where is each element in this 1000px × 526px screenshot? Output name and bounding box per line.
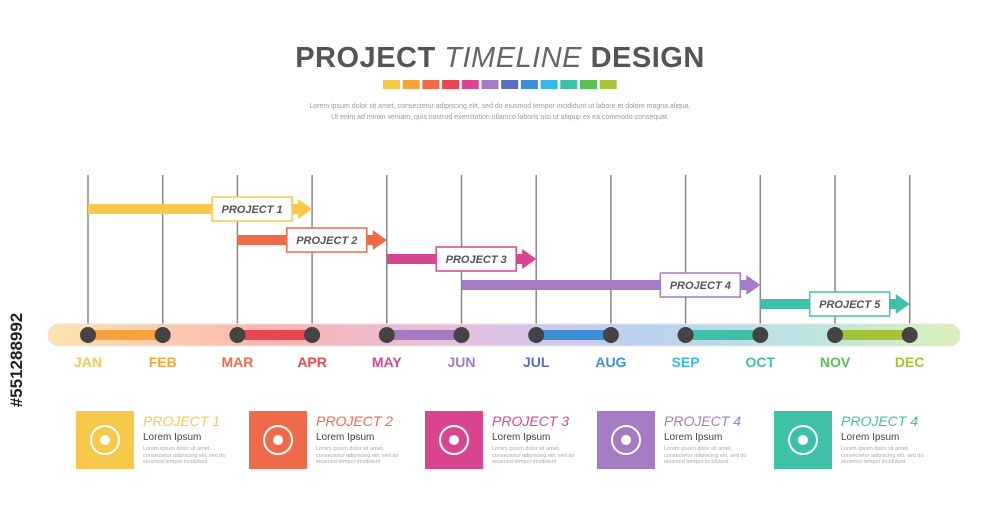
card-icon (449, 435, 459, 445)
month-label: FEB (149, 354, 177, 370)
swatch (540, 80, 558, 89)
card-icon (621, 435, 631, 445)
title: PROJECT TIMELINE DESIGN (0, 42, 1000, 75)
project-label: PROJECT 5 (819, 299, 881, 311)
card-icon (611, 425, 641, 455)
month-dot (378, 327, 395, 343)
card-title: PROJECT 4 (664, 413, 742, 429)
card-text: Lorem ipsum dolor sit amet, consectetur … (316, 446, 399, 465)
card-icon (100, 435, 110, 445)
card-title: PROJECT 3 (492, 413, 570, 429)
timeline-bar (47, 323, 961, 347)
timeline-segment (88, 330, 163, 340)
project-label: PROJECT 3 (446, 254, 507, 266)
month-dot (80, 327, 96, 343)
month-label: OCT (746, 354, 776, 370)
month-dot (752, 327, 769, 343)
card-text: Lorem ipsum dolor sit amet, consectetur … (492, 446, 575, 465)
month-dot (827, 327, 843, 343)
timeline-segment (237, 330, 313, 340)
swatch (442, 80, 460, 89)
card-title: PROJECT 2 (316, 413, 394, 429)
arrow-head (746, 275, 761, 295)
swatch (461, 80, 479, 89)
swatch (383, 80, 400, 89)
month-dot (528, 327, 545, 343)
card-title: PROJECT 4 (841, 413, 919, 429)
month-dot (304, 327, 321, 343)
project-label-box (808, 291, 891, 317)
month-dot (229, 327, 246, 343)
month-label: JUL (523, 354, 550, 370)
card-text: Lorem ipsum dolor sit amet, consectetur … (143, 446, 226, 465)
month-dot (677, 327, 694, 343)
card-icon (263, 425, 293, 455)
timeline-segment (685, 330, 761, 340)
arrow-head (298, 199, 313, 219)
month-label: NOV (820, 354, 851, 370)
swatch (520, 80, 538, 89)
card-subtitle: Lorem Ipsum (841, 432, 900, 443)
card-text: Lorem ipsum dolor sit amet, consectetur … (841, 446, 924, 465)
card-subtitle: Lorem Ipsum (316, 432, 375, 443)
timeline-segment (835, 330, 910, 340)
card-icon (273, 435, 283, 445)
title-part: PROJECT (295, 42, 436, 74)
month-dot (901, 327, 918, 343)
swatch (580, 80, 597, 89)
month-label: MAY (372, 354, 402, 370)
card-subtitle: Lorem Ipsum (664, 432, 723, 443)
month-label: JUN (447, 354, 475, 370)
swatch (501, 80, 519, 89)
card-icon (439, 425, 469, 455)
arrow-head (372, 230, 387, 250)
swatch (481, 80, 499, 89)
swatch (422, 80, 440, 89)
month-label: MAR (221, 354, 253, 370)
project-label: PROJECT 4 (670, 280, 731, 292)
swatch (560, 80, 578, 89)
swatch (599, 80, 617, 89)
month-label: DEC (895, 354, 925, 370)
card-subtitle: Lorem Ipsum (492, 432, 551, 443)
card-icon (90, 425, 120, 455)
month-dot (453, 327, 470, 343)
month-dot (154, 327, 171, 343)
title-part: TIMELINE (444, 42, 583, 74)
title-part: DESIGN (590, 42, 705, 74)
project-label-box (211, 196, 293, 222)
month-label: AUG (595, 354, 626, 370)
project-label: PROJECT 2 (296, 235, 357, 247)
card-subtitle: Lorem Ipsum (143, 432, 202, 443)
card-text: Lorem ipsum dolor sit amet, consectetur … (664, 446, 747, 465)
subtitle: Lorem ipsum dolor sit amet, consectetur … (309, 103, 691, 110)
month-label: SEP (672, 354, 700, 370)
timeline-segment (536, 330, 611, 340)
project-label-box (435, 246, 517, 272)
timeline-segment (386, 330, 462, 340)
month-label: APR (297, 354, 327, 370)
arrow-shaft (88, 204, 301, 214)
card-icon (788, 425, 818, 455)
card-title: PROJECT 1 (143, 413, 221, 429)
swatch (402, 80, 420, 89)
arrow-shaft (461, 280, 749, 290)
project-label-box (286, 227, 368, 253)
subtitle: Ut enim ad minim veniam, quis nostrud ex… (331, 114, 669, 121)
month-dot (602, 327, 619, 343)
arrow-head (895, 294, 910, 314)
project-label-box (659, 272, 742, 298)
month-label: JAN (74, 354, 102, 370)
arrow-head (522, 249, 537, 269)
project-label: PROJECT 1 (222, 204, 283, 216)
card-icon (798, 435, 808, 445)
